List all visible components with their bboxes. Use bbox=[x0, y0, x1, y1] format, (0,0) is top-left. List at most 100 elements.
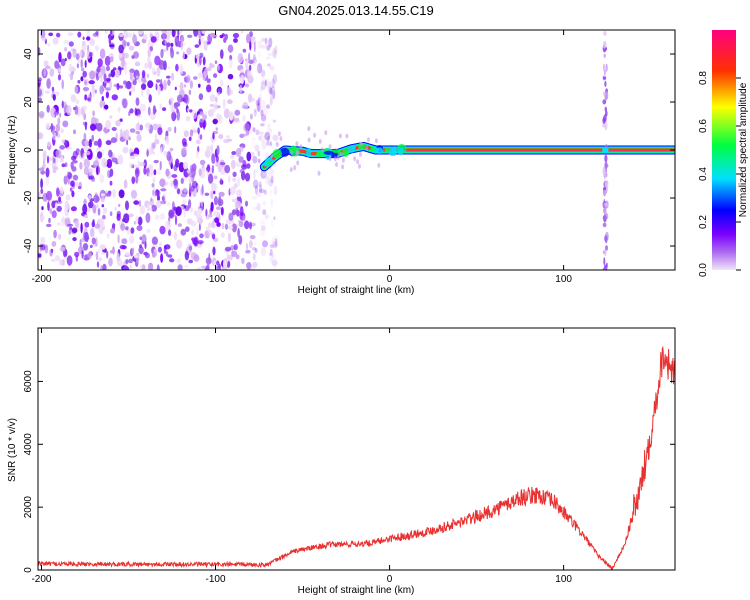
noise-speckle bbox=[53, 229, 57, 239]
noise-speckle bbox=[249, 126, 255, 135]
track-speckle bbox=[374, 138, 378, 144]
noise-speckle bbox=[217, 91, 221, 96]
noise-speckle bbox=[44, 90, 51, 94]
noise-speckle bbox=[153, 159, 159, 164]
noise-speckle bbox=[47, 42, 51, 47]
noise-speckle bbox=[182, 51, 185, 60]
noise-speckle bbox=[260, 109, 264, 116]
noise-speckle bbox=[213, 175, 218, 180]
noise-speckle bbox=[100, 196, 106, 203]
noise-speckle bbox=[176, 94, 183, 103]
noise-speckle bbox=[59, 145, 66, 150]
noise-speckle bbox=[160, 146, 163, 155]
noise-speckle bbox=[132, 34, 138, 44]
y-tick-label: 6000 bbox=[23, 370, 34, 393]
noise-speckle bbox=[253, 179, 259, 189]
noise-speckle bbox=[170, 42, 174, 48]
noise-speckle bbox=[248, 240, 253, 249]
noise-speckle bbox=[88, 201, 94, 209]
noise-speckle bbox=[163, 151, 168, 156]
noise-speckle bbox=[219, 178, 223, 185]
noise-speckle bbox=[233, 243, 238, 251]
noise-speckle bbox=[130, 70, 133, 80]
noise-speckle bbox=[242, 216, 246, 221]
noise-speckle bbox=[118, 189, 125, 199]
noise-speckle bbox=[159, 213, 166, 220]
noise-speckle bbox=[112, 246, 115, 255]
snr-line bbox=[38, 345, 675, 570]
noise-speckle bbox=[210, 182, 217, 192]
noise-speckle bbox=[133, 51, 139, 59]
noise-speckle bbox=[55, 123, 61, 132]
track-speckle bbox=[356, 159, 360, 165]
track-speckle bbox=[296, 160, 300, 166]
noise-speckle bbox=[102, 215, 106, 220]
noise-speckle bbox=[110, 69, 116, 78]
noise-speckle bbox=[91, 134, 94, 142]
noise-speckle bbox=[268, 252, 273, 256]
noise-speckle bbox=[96, 165, 101, 175]
noise-speckle bbox=[215, 127, 218, 131]
noise-speckle bbox=[254, 248, 258, 253]
y-tick-label: 0 bbox=[23, 567, 34, 573]
noise-speckle bbox=[205, 208, 208, 217]
noise-speckle bbox=[109, 168, 114, 177]
noise-speckle bbox=[141, 241, 145, 245]
noise-speckle bbox=[126, 139, 129, 146]
artifact-speckle bbox=[604, 245, 609, 251]
noise-speckle bbox=[87, 97, 91, 102]
noise-speckle bbox=[83, 198, 87, 206]
noise-speckle bbox=[61, 79, 64, 90]
noise-speckle bbox=[59, 259, 64, 266]
noise-speckle bbox=[133, 200, 140, 205]
noise-speckle bbox=[89, 244, 93, 249]
noise-speckle bbox=[55, 149, 62, 159]
track-speckle bbox=[335, 162, 338, 167]
noise-speckle bbox=[128, 45, 135, 51]
noise-speckle bbox=[228, 232, 231, 243]
noise-speckle bbox=[109, 211, 113, 217]
snr-series bbox=[38, 345, 675, 570]
noise-speckle bbox=[99, 220, 104, 231]
noise-speckle bbox=[197, 208, 203, 215]
noise-speckle bbox=[118, 203, 121, 208]
noise-speckle bbox=[197, 240, 204, 245]
noise-speckle bbox=[194, 44, 200, 48]
noise-speckle bbox=[50, 258, 56, 263]
noise-speckle bbox=[212, 132, 215, 140]
noise-speckle bbox=[67, 223, 73, 227]
noise-speckle bbox=[221, 222, 225, 230]
noise-speckle bbox=[219, 162, 226, 166]
noise-speckle bbox=[179, 82, 184, 90]
noise-speckle bbox=[56, 205, 62, 212]
noise-speckle bbox=[202, 71, 207, 81]
noise-speckle bbox=[260, 77, 267, 86]
noise-speckle bbox=[246, 163, 251, 169]
noise-speckle bbox=[38, 132, 44, 140]
noise-speckle bbox=[267, 172, 274, 183]
noise-speckle bbox=[188, 182, 192, 194]
noise-speckle bbox=[157, 167, 161, 176]
noise-speckle bbox=[108, 257, 113, 267]
noise-speckle bbox=[74, 181, 79, 187]
noise-speckle bbox=[260, 86, 263, 93]
noise-speckle bbox=[260, 114, 267, 122]
noise-speckle bbox=[236, 189, 243, 198]
noise-speckle bbox=[213, 102, 219, 111]
noise-speckle bbox=[200, 201, 204, 207]
noise-speckle bbox=[206, 146, 211, 156]
noise-speckle bbox=[41, 206, 44, 211]
noise-speckle bbox=[80, 222, 83, 234]
noise-speckle bbox=[165, 135, 170, 145]
noise-speckle bbox=[74, 251, 80, 258]
noise-speckle bbox=[85, 150, 91, 156]
noise-speckle bbox=[71, 227, 78, 234]
artifact-speckle bbox=[602, 76, 607, 80]
noise-speckle bbox=[159, 59, 162, 66]
noise-speckle bbox=[61, 163, 66, 168]
noise-speckle bbox=[271, 253, 277, 263]
noise-speckle bbox=[215, 155, 219, 163]
noise-speckle bbox=[53, 110, 60, 116]
noise-speckle bbox=[252, 222, 255, 228]
noise-speckle bbox=[154, 214, 160, 221]
